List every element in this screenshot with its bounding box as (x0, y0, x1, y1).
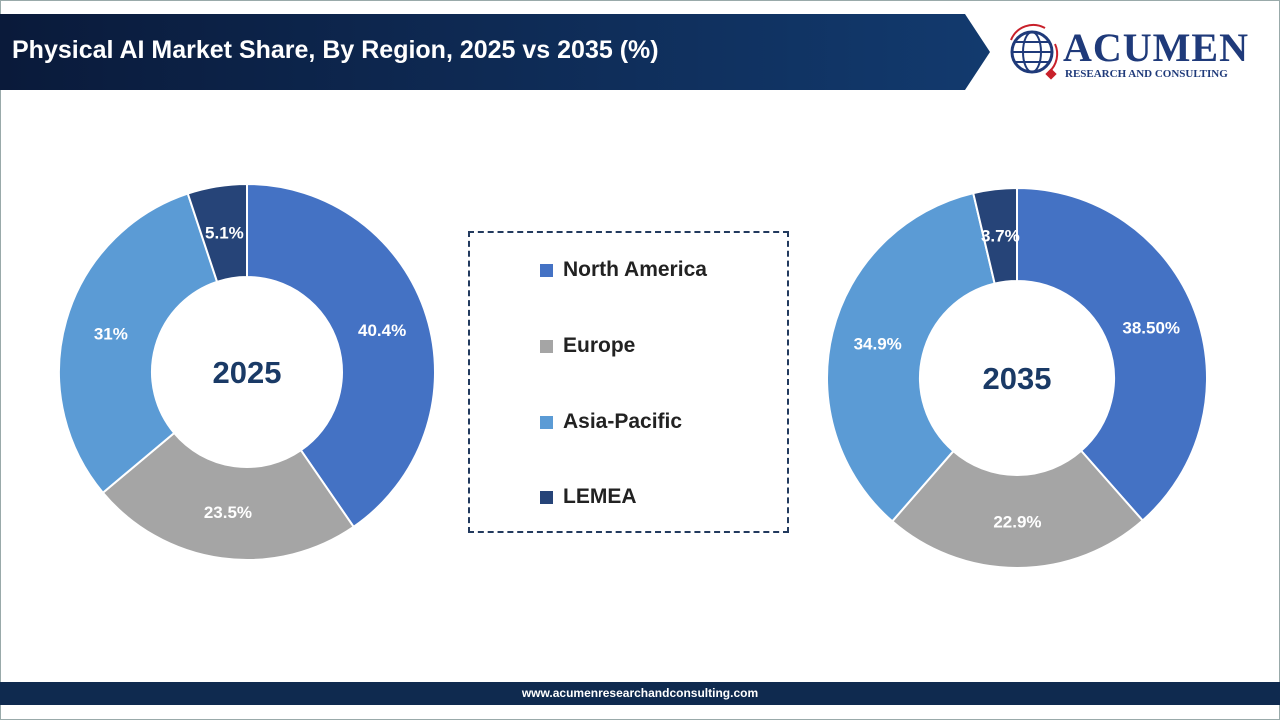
data-label: 3.7% (981, 226, 1020, 245)
data-label: 22.9% (993, 512, 1041, 531)
legend-item: Europe (540, 334, 635, 358)
data-label: 23.5% (204, 503, 252, 522)
donut-slice-europe (890, 449, 1145, 569)
data-label: 34.9% (854, 335, 902, 354)
legend-item: North America (540, 258, 707, 282)
data-label: 38.50% (1122, 318, 1180, 337)
donut-slice-lemea (972, 186, 1018, 285)
donut-slice-lemea (186, 182, 248, 284)
legend-label: North America (563, 258, 707, 281)
chart-title: Physical AI Market Share, By Region, 202… (12, 36, 659, 64)
logo-text: ACUMEN (1063, 25, 1249, 70)
data-label: 40.4% (358, 321, 406, 340)
legend-item: LEMEA (540, 485, 637, 509)
center-year-label: 2025 (213, 355, 282, 390)
footer-url: www.acumenresearchandconsulting.com (0, 682, 1280, 705)
legend-swatch (540, 415, 553, 429)
donut-slice-north-america (1016, 186, 1208, 522)
donut-slice-asia-pacific (58, 192, 219, 495)
legend-item: Asia-Pacific (540, 410, 682, 434)
data-label: 5.1% (205, 223, 244, 242)
donut-slice-north-america (246, 182, 436, 529)
acumen-logo: ACUMEN RESEARCH AND CONSULTING (1005, 22, 1265, 82)
center-year-label: 2035 (983, 361, 1052, 396)
donut-slice-europe (101, 431, 356, 561)
logo-subtext: RESEARCH AND CONSULTING (1065, 68, 1228, 80)
legend-label: Europe (563, 334, 636, 357)
data-label: 31% (94, 324, 128, 343)
legend-label: LEMEA (563, 485, 637, 508)
donut-slice-asia-pacific (826, 191, 996, 523)
legend-swatch (540, 339, 553, 353)
title-banner (0, 14, 990, 90)
globe-icon (1010, 23, 1059, 80)
legend-label: Asia-Pacific (563, 410, 683, 433)
legend: North America Europe Asia-Pacific LEMEA (468, 231, 789, 533)
legend-swatch (540, 490, 553, 504)
legend-swatch (540, 263, 553, 277)
